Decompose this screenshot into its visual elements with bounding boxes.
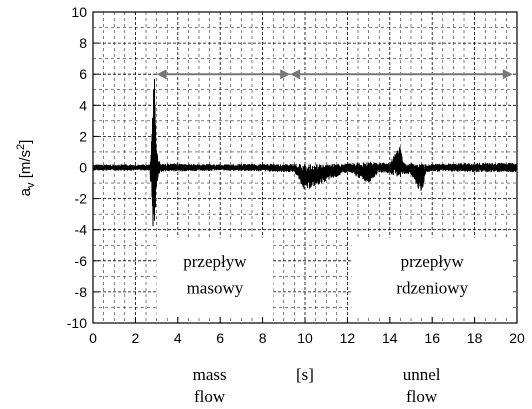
x-tick-label: 4 (174, 330, 182, 346)
x-tick-label: 0 (89, 330, 97, 346)
arrow-head (290, 69, 301, 80)
region-box-1 (156, 237, 274, 316)
x-tick-label: 6 (216, 330, 224, 346)
x-tick-label: 10 (297, 330, 313, 346)
y-axis-label: av [m/s2] (15, 140, 37, 197)
signal-trace (92, 79, 518, 227)
y-axis-label-sup: 2 (15, 144, 27, 150)
y-axis-label-unit: [m/s (17, 150, 34, 183)
y-axis-label-sub: v (25, 182, 37, 188)
x-tick-label: 2 (132, 330, 140, 346)
y-tick-label: 10 (71, 4, 87, 20)
x-tick-label: 8 (259, 330, 267, 346)
bottom-label-line2-1: flow (194, 387, 226, 406)
bottom-label-line2-2: flow (406, 387, 438, 406)
arrow-head (156, 69, 167, 80)
flow-arrows (156, 69, 513, 80)
region-label-line1-1: przepływ (183, 252, 247, 271)
y-tick-label: 6 (79, 66, 87, 82)
y-tick-label: 8 (79, 35, 87, 51)
flow-regions: przepływ masowy przepływ rdzeniowy (156, 237, 513, 316)
x-tick-label: 14 (382, 330, 398, 346)
region-box-2 (351, 237, 513, 316)
arrow-head (280, 69, 291, 80)
y-tick-label: -6 (75, 253, 88, 269)
bottom-label-line1-2: unnel (403, 365, 441, 384)
y-tick-label: -2 (75, 191, 88, 207)
x-axis-unit-label: [s] (296, 365, 314, 384)
y-tick-label: 2 (79, 128, 87, 144)
y-tick-label: 0 (79, 160, 87, 176)
y-tick-label: -10 (67, 315, 87, 331)
signal-series (92, 79, 518, 227)
bottom-label-line1-1: mass (193, 365, 227, 384)
region-label-line1-2: przepływ (401, 252, 465, 271)
y-axis-label-main: a (17, 187, 34, 196)
x-tick-label: 16 (424, 330, 440, 346)
region-label-line2-2: rdzeniowy (396, 278, 468, 297)
y-tick-label: -8 (75, 284, 88, 300)
x-tick-label: 20 (509, 330, 525, 346)
arrow-head (502, 69, 513, 80)
x-tick-label: 12 (340, 330, 356, 346)
bottom-labels: mass flow unnel flow (193, 365, 441, 406)
x-tick-label: 18 (467, 330, 483, 346)
y-tick-label: 4 (79, 97, 87, 113)
region-label-line2-1: masowy (187, 278, 244, 297)
y-tick-label: -4 (75, 222, 88, 238)
y-axis-label-close: ] (17, 140, 34, 144)
ticks: 0 2 4 6 8 10 12 14 16 18 20 -10 -8 -6 -4 -2 0 2 4 6 8 10 (67, 4, 525, 346)
